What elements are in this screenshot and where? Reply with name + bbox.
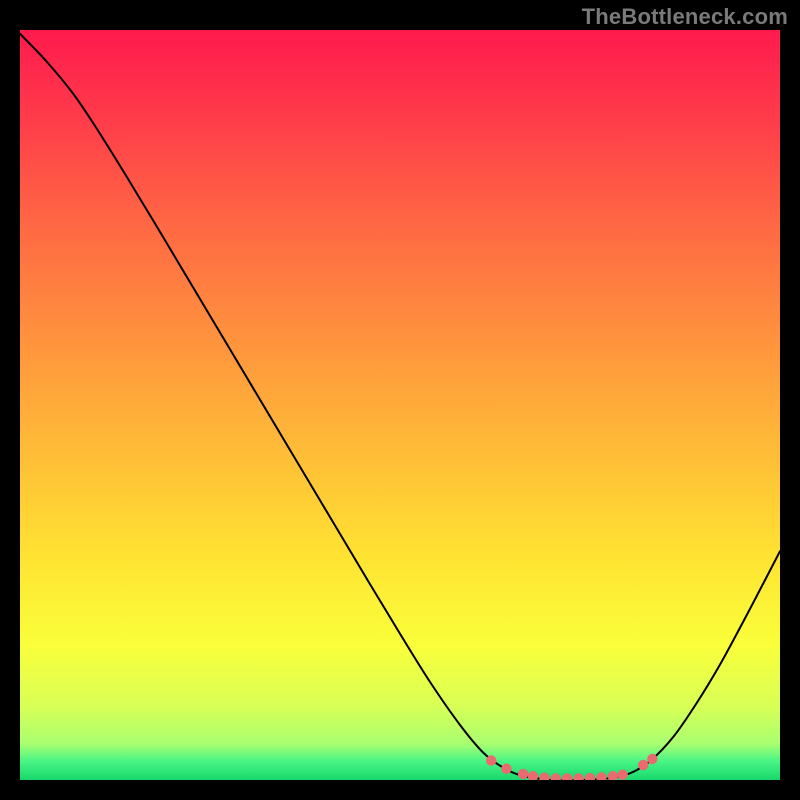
chart-background <box>20 30 780 780</box>
marker-point <box>617 770 627 780</box>
plot-area <box>20 30 780 780</box>
marker-point <box>518 769 528 779</box>
marker-point <box>486 755 496 765</box>
marker-point <box>501 764 511 774</box>
marker-point <box>638 760 648 770</box>
chart-container: TheBottleneck.com <box>0 0 800 800</box>
marker-point <box>647 754 657 764</box>
watermark-text: TheBottleneck.com <box>582 4 788 30</box>
line-chart <box>20 30 780 780</box>
